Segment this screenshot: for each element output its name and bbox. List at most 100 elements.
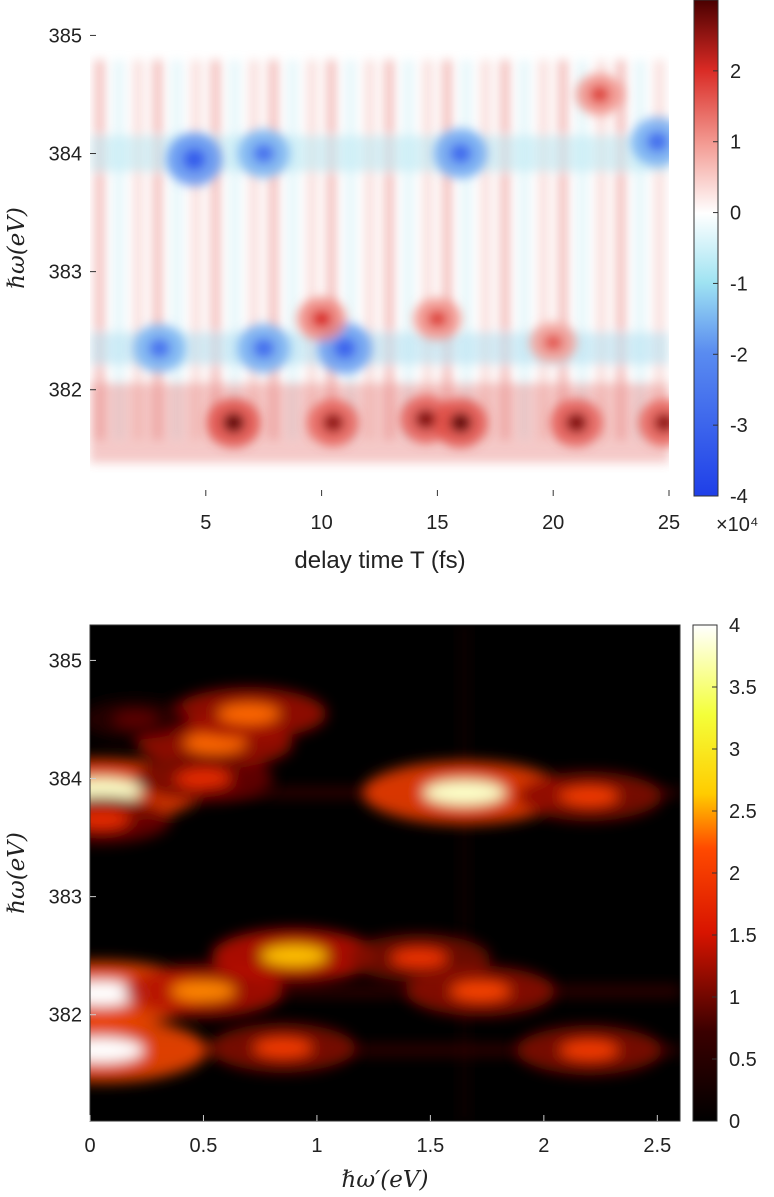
heatmap-texture-stripe <box>577 60 588 440</box>
heatmap-texture-stripe <box>326 60 337 440</box>
heatmap-cell <box>171 688 327 740</box>
heatmap-cell <box>550 398 603 447</box>
heatmap-texture-stripe <box>615 60 626 440</box>
heatmap-texture-streak <box>462 625 467 1121</box>
heatmap-texture-stripe <box>287 60 298 440</box>
heatmap-texture-stripe <box>249 60 260 440</box>
top-heatmap-blobs <box>133 73 669 448</box>
heatmap-texture-stripe <box>113 60 124 440</box>
x-tick-label: 2 <box>538 1135 549 1157</box>
heatmap-cell <box>124 965 283 1018</box>
top-colorbar-ticks: -4 -3 -2 -1 0 1 2 <box>713 61 748 508</box>
heatmap-cell <box>166 132 222 186</box>
heatmap-cell <box>434 128 488 179</box>
x-tick-label: 0 <box>84 1135 95 1157</box>
heatmap-cell <box>575 73 624 116</box>
heatmap-cell <box>211 928 377 983</box>
heatmap-texture-stripe <box>364 60 375 440</box>
heatmap-texture-stripe <box>345 60 356 440</box>
heatmap-cell <box>638 399 669 447</box>
heatmap-texture-stripe <box>442 60 453 440</box>
heatmap-cell <box>133 324 186 373</box>
heatmap-texture-stripe <box>191 60 202 440</box>
bottom-colorbar-ticks: 0 0.5 1 1.5 2 2.5 3 3.5 4 <box>712 615 757 1133</box>
heatmap-texture-stripe <box>499 60 510 440</box>
heatmap-cell <box>631 117 669 167</box>
heatmap-texture-stripe <box>538 60 549 440</box>
heatmap-cell <box>207 397 261 448</box>
heatmap-cell <box>516 771 663 821</box>
y-tick-label: 384 <box>49 144 82 166</box>
y-tick-label: 383 <box>49 887 82 909</box>
heatmap-texture-stripe <box>384 60 395 440</box>
heatmap-cell <box>413 298 462 340</box>
top-colorbar <box>694 0 718 496</box>
colorbar-tick-label: 1 <box>730 132 741 154</box>
colorbar-tick-label: 0.5 <box>729 1049 757 1071</box>
top-axis-ticks: 5 10 15 20 25 382 383 384 385 <box>49 25 681 534</box>
heatmap-texture-stripe <box>403 60 414 440</box>
heatmap-cell <box>307 399 359 447</box>
heatmap-texture-stripe <box>596 60 607 440</box>
heatmap-texture-stripe <box>229 60 240 440</box>
heatmap-cell <box>237 323 290 373</box>
y-tick-label: 385 <box>49 650 82 672</box>
colorbar-tick-label: -1 <box>730 273 748 295</box>
colorbar-tick-label: 3.5 <box>729 677 757 699</box>
heatmap-texture-streak <box>90 986 680 997</box>
colorbar-tick-label: 0 <box>729 1111 740 1133</box>
y-tick-label: 382 <box>49 380 82 402</box>
heatmap-texture-stripe <box>519 60 530 440</box>
heatmap-texture-stripe <box>268 60 279 440</box>
heatmap-texture-stripe <box>171 60 182 440</box>
heatmap-cell <box>405 966 555 1016</box>
x-tick-label: 25 <box>658 512 680 534</box>
heatmap-texture-stripe <box>306 60 317 440</box>
heatmap-cell <box>529 322 577 363</box>
x-tick-label: 2.5 <box>643 1135 671 1157</box>
y-tick-label: 383 <box>49 262 82 284</box>
bottom-plot-frame <box>89 624 681 1122</box>
heatmap-texture-stripe <box>133 60 144 440</box>
colorbar-tick-label: 0 <box>730 203 741 225</box>
y-tick-label: 382 <box>49 1005 82 1027</box>
heatmap-cell <box>297 297 346 341</box>
colorbar-tick-label: -3 <box>730 415 748 437</box>
heatmap-cell <box>90 699 191 740</box>
top-colorbar-frame <box>693 0 719 497</box>
top-x-multiplier: ×10⁴ <box>716 514 759 536</box>
heatmap-texture-streak <box>90 1045 680 1056</box>
x-tick-label: 5 <box>200 512 211 534</box>
heatmap-cell <box>362 761 567 825</box>
y-tick-label: 384 <box>49 769 82 791</box>
heatmap-cell <box>516 1025 663 1075</box>
heatmap-texture-stripe <box>635 60 646 440</box>
x-tick-label: 20 <box>542 512 564 534</box>
heatmap-texture-stripe <box>480 60 491 440</box>
colorbar-tick-label: 1.5 <box>729 925 757 947</box>
heatmap-texture-stripe <box>422 60 433 440</box>
heatmap-texture-stripe <box>461 60 472 440</box>
x-tick-label: 10 <box>310 512 332 534</box>
heatmap-texture-stripe <box>654 60 665 440</box>
bottom-y-axis-label: ℏω(eV) <box>4 832 30 914</box>
x-tick-label: 1.5 <box>416 1135 444 1157</box>
colorbar-tick-label: 2 <box>730 61 741 83</box>
heatmap-cell <box>209 1023 356 1073</box>
heatmap-cell <box>90 796 171 844</box>
heatmap-cell <box>237 129 290 178</box>
heatmap-cell <box>133 755 274 803</box>
heatmap-cell <box>434 397 488 448</box>
colorbar-tick-label: 3 <box>729 739 740 761</box>
heatmap-texture-stripe <box>557 60 568 440</box>
bottom-axis-ticks: 0 0.5 1 1.5 2 2.5 382 383 384 385 <box>49 650 672 1157</box>
top-y-axis-label: ℏω(eV) <box>4 207 30 289</box>
bottom-heatmap-blobs <box>90 688 663 1083</box>
x-tick-label: 15 <box>426 512 448 534</box>
colorbar-tick-label: 2.5 <box>729 801 757 823</box>
colorbar-tick-label: -4 <box>730 486 748 508</box>
colorbar-tick-label: 1 <box>729 987 740 1009</box>
